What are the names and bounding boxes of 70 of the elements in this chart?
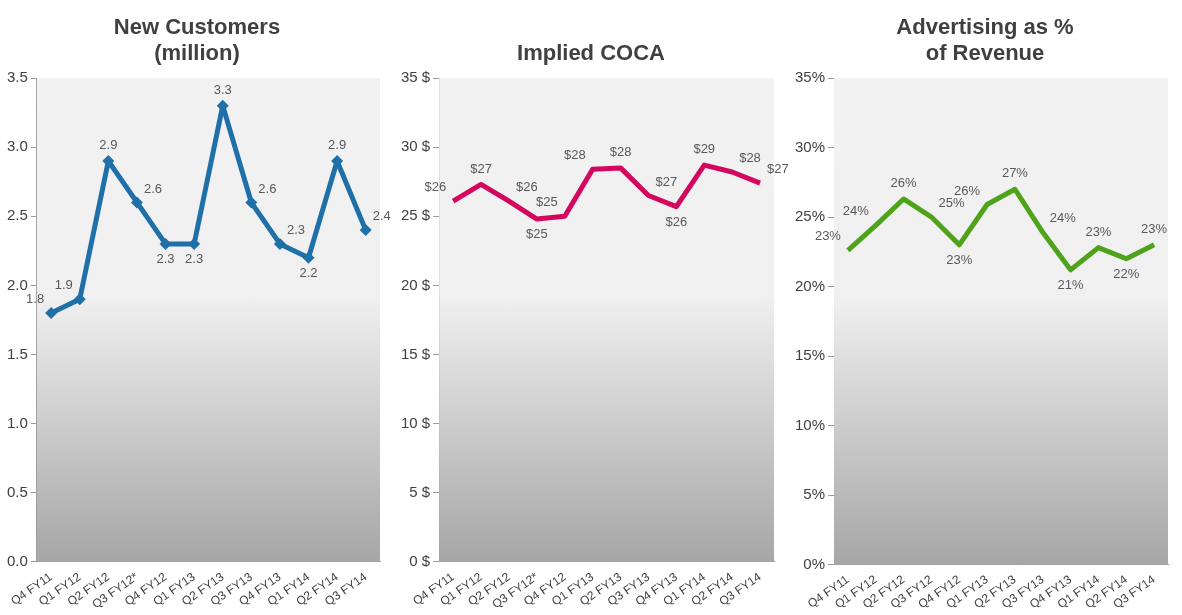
data-label: 24% [1049, 210, 1077, 226]
y-tick-label: 3.0 [6, 137, 28, 155]
data-label: 24% [842, 203, 870, 219]
data-label: 2.6 [143, 180, 163, 196]
data-label: 1.9 [54, 277, 73, 293]
data-label: 23% [814, 228, 842, 244]
y-tick-label: 15 $ [400, 344, 431, 362]
data-label: $28 [609, 143, 632, 159]
y-tick-label: 20 $ [400, 275, 431, 293]
data-label: 25% [938, 195, 965, 211]
y-tick-label: 2.5 [6, 206, 28, 224]
data-label: $25 [525, 226, 548, 242]
y-tick-label: 30 $ [400, 137, 431, 155]
point [245, 196, 258, 209]
y-tick-label: 25% [794, 207, 826, 225]
data-label: 1.8 [26, 291, 45, 307]
data-label: 23% [946, 251, 973, 267]
data-label: 26% [890, 175, 918, 191]
data-label: $27 [767, 161, 789, 177]
point [302, 251, 315, 264]
y-tick-label: 1.0 [6, 413, 28, 431]
data-label: 2.3 [185, 251, 204, 267]
point [359, 224, 372, 237]
y-tick-label: 2.0 [6, 275, 28, 293]
y-tick-label: 10 $ [400, 413, 431, 431]
y-tick-label: 1.5 [6, 344, 28, 362]
data-label: $27 [470, 160, 492, 176]
data-label: 2.3 [156, 251, 175, 267]
y-tick-label: 30% [794, 137, 826, 155]
y-tick-label: 0.0 [6, 552, 28, 570]
data-label: $26 [424, 179, 447, 195]
chart-title: Implied COCA [516, 39, 666, 66]
data-label: $28 [563, 147, 586, 163]
chart-title: Advertising as % of Revenue [895, 13, 1075, 66]
y-tick-label: 0 $ [409, 552, 431, 570]
point [73, 293, 86, 306]
data-label: 22% [1113, 265, 1140, 281]
data-label: 3.3 [213, 81, 232, 97]
data-label: 2.2 [299, 264, 318, 280]
data-label: $26 [515, 179, 538, 195]
y-tick-label: 3.5 [6, 68, 28, 86]
y-tick-label: 10% [794, 415, 826, 433]
data-label: $29 [693, 141, 716, 157]
data-label: $28 [739, 150, 761, 166]
y-tick-label: 0.5 [6, 482, 28, 500]
y-tick-label: 20% [794, 276, 826, 294]
y-tick-label: 0% [803, 554, 826, 572]
y-tick-label: 5 $ [409, 482, 431, 500]
data-label: $25 [536, 194, 558, 210]
data-label: 26% [954, 182, 981, 198]
chart-title: New Customers (million) [112, 13, 282, 66]
point [45, 307, 58, 320]
data-label: 2.4 [372, 208, 391, 224]
data-label: $26 [665, 213, 688, 229]
data-label: 2.9 [328, 137, 347, 153]
y-tick-label: 5% [803, 485, 826, 503]
data-label: 23% [1141, 220, 1168, 236]
y-tick-label: 15% [794, 346, 826, 364]
y-tick-label: 35% [794, 68, 826, 86]
data-label: 2.3 [286, 222, 305, 238]
y-tick-label: 35 $ [400, 68, 431, 86]
point [130, 196, 143, 209]
data-label: 21% [1057, 276, 1085, 292]
y-tick-label: 25 $ [400, 206, 431, 224]
data-label: 27% [1001, 165, 1029, 181]
point [273, 237, 286, 250]
data-label: $27 [655, 173, 678, 189]
data-label: 2.9 [99, 137, 118, 153]
data-label: 2.6 [258, 180, 277, 196]
data-label: 23% [1085, 223, 1112, 239]
